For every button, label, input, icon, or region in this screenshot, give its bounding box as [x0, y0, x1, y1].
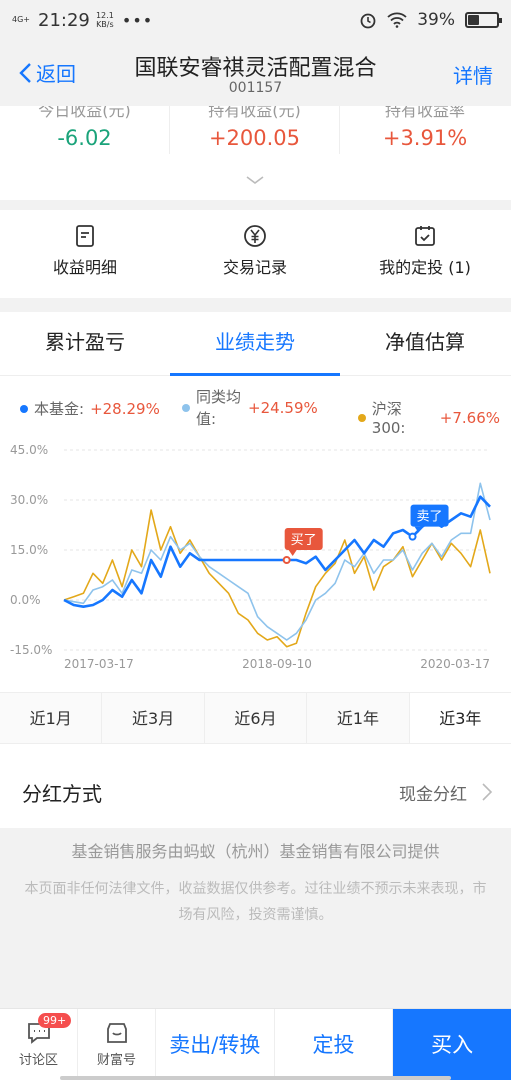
holding-stats: 今日收益(元) -6.02 持有收益(元) +200.05 持有收益率 +3.9… — [0, 106, 511, 200]
document-icon — [76, 225, 94, 247]
annotation-bubble — [284, 528, 323, 550]
tab-nav-estimate[interactable]: 净值估算 — [385, 330, 465, 354]
legend-name: 本基金: — [34, 400, 85, 418]
back-button[interactable]: 返回 — [18, 58, 76, 87]
annotation-pointer — [414, 526, 423, 533]
my-auto-invest-button[interactable]: 我的定投 (1) — [340, 224, 510, 278]
legend-item-fund: 本基金: +28.29% — [20, 398, 160, 419]
stat-holding-income: 持有收益(元) +200.05 — [170, 106, 340, 154]
auto-invest-button[interactable]: 定投 — [275, 1009, 394, 1080]
income-detail-button[interactable]: 收益明细 — [0, 224, 170, 278]
x-tick-label: 2018-09-10 — [242, 657, 312, 671]
x-tick-label: 2017-03-17 — [64, 657, 134, 671]
wealth-label: 财富号 — [96, 1053, 136, 1068]
clock: 21:29 — [38, 9, 90, 31]
sell-convert-button[interactable]: 卖出/转换 — [156, 1009, 275, 1080]
y-tick-label: 45.0% — [10, 443, 48, 457]
status-bar: 4G+ 21:29 12.1 KB/s ••• 39% — [0, 0, 511, 40]
stat-label: 今日收益(元) — [38, 106, 131, 120]
back-label: 返回 — [36, 62, 76, 86]
action-label: 收益明细 — [52, 258, 117, 277]
legend-value: +7.66% — [439, 408, 500, 427]
dividend-label: 分红方式 — [22, 782, 102, 806]
expand-chevron-icon[interactable] — [245, 174, 265, 186]
stat-value: +200.05 — [208, 126, 301, 150]
annotation-bubble — [410, 504, 449, 527]
y-tick-label: -15.0% — [10, 643, 52, 657]
legend-name: 沪深300: — [371, 400, 406, 437]
footer-note: 基金销售服务由蚂蚁（杭州）基金销售有限公司提供 本页面非任何法律文件，收益数据仅… — [0, 832, 511, 928]
range-3m[interactable]: 近3月 — [102, 693, 205, 743]
stat-today-income: 今日收益(元) -6.02 — [0, 106, 170, 154]
provider-text: 基金销售服务由蚂蚁（杭州）基金销售有限公司提供 — [71, 842, 440, 861]
series-line-1 — [63, 482, 491, 641]
range-6m[interactable]: 近6月 — [204, 693, 308, 743]
chart-legend: 本基金: +28.29% 同类均值: +24.59% 沪深300: +7.66% — [20, 388, 500, 437]
action-label: 我的定投 (1) — [379, 258, 471, 277]
stat-label: 持有收益(元) — [208, 106, 301, 120]
battery-icon — [465, 12, 502, 28]
range-1y[interactable]: 近1年 — [307, 693, 410, 743]
unread-badge: 99+ — [38, 1013, 72, 1028]
wealth-account-button[interactable]: 财富号 — [78, 1009, 156, 1080]
fund-code: 001157 — [228, 80, 283, 96]
wifi-icon — [387, 12, 407, 28]
x-tick-label: 2020-03-17 — [420, 657, 490, 671]
performance-chart[interactable]: 45.0% 30.0% 15.0% 0.0% -15.0% 2017-03-17 2018-… — [0, 440, 511, 676]
annotation-label: 卖了 — [417, 510, 443, 525]
trade-marker — [408, 532, 417, 541]
series-line-2 — [63, 509, 491, 648]
tab-performance-trend[interactable]: 业绩走势 — [170, 312, 340, 376]
time-range-selector: 近1月 近3月 近6月 近1年 近3年 — [0, 692, 511, 744]
range-3y[interactable]: 近3年 — [409, 693, 511, 743]
shop-icon — [106, 1023, 127, 1043]
legend-dot — [182, 404, 190, 412]
stat-label: 持有收益率 — [384, 106, 465, 120]
buy-button[interactable]: 买入 — [393, 1009, 511, 1080]
bottom-bar: 99+ 讨论区 财富号 卖出/转换 定投 买入 — [0, 1008, 511, 1080]
trade-record-button[interactable]: 交易记录 — [170, 224, 340, 278]
range-1m[interactable]: 近1月 — [0, 693, 103, 743]
detail-link[interactable]: 详情 — [453, 64, 493, 88]
network-indicator: 4G+ — [12, 15, 30, 24]
y-tick-label: 15.0% — [10, 543, 48, 557]
calendar-check-icon — [415, 226, 435, 246]
network-speed: 12.1 KB/s — [95, 11, 114, 29]
trade-marker — [282, 556, 291, 564]
dividend-row[interactable]: 分红方式 现金分红 — [0, 756, 511, 828]
y-tick-label: 0.0% — [10, 593, 41, 607]
discussion-button[interactable]: 99+ 讨论区 — [0, 1009, 78, 1080]
disclaimer-text: 本页面非任何法律文件，收益数据仅供参考。过往业绩不预示未来表现，市场有风险，投资… — [24, 881, 487, 923]
battery-percent: 39% — [417, 10, 455, 30]
page-title: 国联安睿祺灵活配置混合 — [134, 56, 377, 81]
annotation-label: 买了 — [291, 533, 317, 548]
stat-value: +3.91% — [382, 126, 468, 150]
nav-bar: 返回 国联安睿祺灵活配置混合 001157 详情 — [0, 40, 511, 106]
home-indicator — [60, 1076, 451, 1080]
alarm-icon — [360, 13, 376, 29]
legend-name: 同类均值: — [196, 388, 242, 428]
chevron-left-icon — [19, 62, 31, 83]
legend-item-peer-avg: 同类均值: +24.59% — [182, 386, 342, 430]
legend-dot — [20, 404, 28, 413]
legend-value: +28.29% — [90, 399, 160, 418]
performance-card: 累计盈亏 业绩走势 净值估算 本基金: +28.29% 同类均值: +24.59… — [0, 312, 511, 756]
annotation-pointer — [288, 550, 297, 556]
yen-coin-icon — [244, 225, 266, 247]
legend-item-csi300: 沪深300: +7.66% — [358, 398, 500, 437]
more-notifications-icon: ••• — [121, 10, 154, 30]
chevron-right-icon — [482, 783, 493, 801]
y-tick-label: 30.0% — [10, 493, 48, 507]
quick-actions: 收益明细 交易记录 我的定投 (1) — [0, 210, 511, 298]
chart-tabs: 累计盈亏 业绩走势 净值估算 — [0, 312, 511, 376]
discussion-label: 讨论区 — [18, 1053, 58, 1068]
dividend-value: 现金分红 — [399, 785, 467, 805]
legend-dot — [358, 413, 366, 422]
legend-value: +24.59% — [248, 399, 318, 417]
action-label: 交易记录 — [222, 258, 287, 277]
tab-cumulative-pnl[interactable]: 累计盈亏 — [45, 330, 125, 354]
stat-holding-rate: 持有收益率 +3.91% — [340, 106, 510, 150]
stat-value: -6.02 — [57, 126, 112, 150]
